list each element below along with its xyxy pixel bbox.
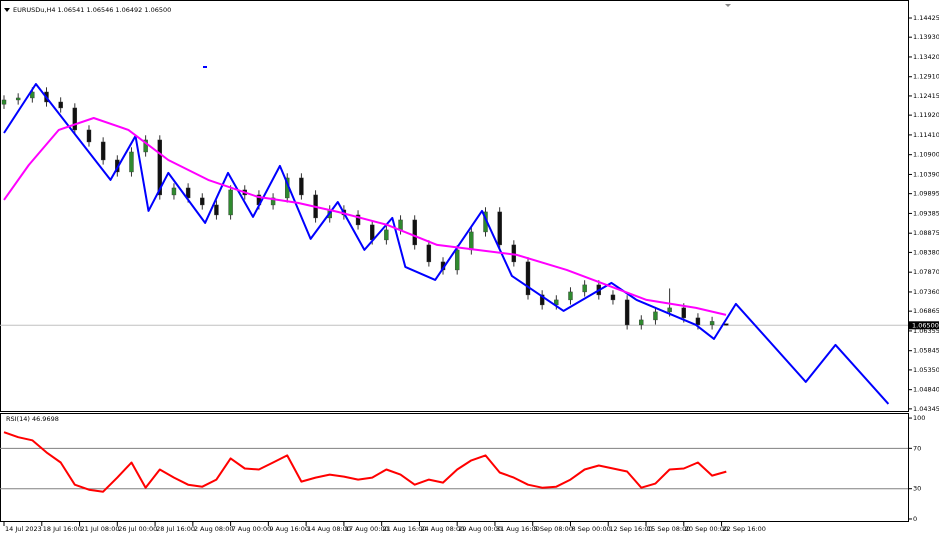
candle-body <box>610 294 616 301</box>
y-tick-label: 1.06865 <box>913 307 939 315</box>
y-tick-label: 0 <box>913 515 917 523</box>
candle-body <box>200 197 205 206</box>
candle-body <box>667 307 672 313</box>
y-tick-label: 70 <box>913 444 921 452</box>
y-tick-label: 1.12910 <box>913 73 939 81</box>
candle-body <box>568 291 573 301</box>
candle-body <box>412 219 417 246</box>
y-tick-label: 1.11920 <box>913 111 939 119</box>
y-tick-label: 1.10390 <box>913 170 939 178</box>
x-tick-label: 9 Aug 16:00 <box>269 525 309 533</box>
x-tick-label: 15 Sep 08:00 <box>647 525 690 533</box>
chart-title: EURUSDu,H4 1.06541 1.06546 1.06492 1.065… <box>13 6 171 14</box>
y-tick-label: 1.08875 <box>913 229 939 237</box>
current-price-box <box>909 321 939 330</box>
candle-body <box>681 307 686 319</box>
moving-average <box>3 117 727 316</box>
x-tick-label: 22 Sep 16:00 <box>723 525 766 533</box>
candle-body <box>15 97 21 101</box>
x-tick-label: 28 Jul 16:00 <box>156 525 195 533</box>
rsi-line <box>3 431 727 493</box>
candle-body <box>525 261 531 296</box>
candle-body <box>355 214 361 226</box>
candle-body <box>653 311 658 321</box>
current-price-label: 1.06500 <box>912 321 939 329</box>
x-tick-label: 8 Sep 00:00 <box>571 525 610 533</box>
y-tick-label: 1.04840 <box>913 386 939 394</box>
x-tick-label: 7 Aug 00:00 <box>232 525 272 533</box>
candle-body <box>724 323 729 326</box>
candle-body <box>299 177 304 196</box>
y-tick-label: 1.12415 <box>913 92 939 100</box>
candle-body <box>100 141 106 161</box>
y-tick-label: 1.13930 <box>913 33 939 41</box>
candle-body <box>270 197 276 206</box>
candle-body <box>185 187 191 199</box>
candle-body <box>171 187 177 196</box>
x-tick-label: 29 Aug 00:00 <box>458 525 502 533</box>
candle-body <box>709 321 715 326</box>
candle-body <box>582 284 587 293</box>
y-tick-label: 1.14425 <box>913 14 939 22</box>
candle-body <box>398 219 403 231</box>
candle-body <box>214 204 219 216</box>
y-tick-label: 30 <box>913 485 921 493</box>
y-tick-label: 1.09385 <box>913 209 939 217</box>
x-tick-label: 5 Sep 08:00 <box>534 525 573 533</box>
candle-body <box>143 139 148 153</box>
candle-body <box>129 151 134 173</box>
y-tick-label: 1.07870 <box>913 268 939 276</box>
candle-body <box>454 249 460 271</box>
y-tick-label: 1.13420 <box>913 53 939 61</box>
candle-body <box>384 229 389 241</box>
x-tick-label: 20 Sep 00:00 <box>685 525 728 533</box>
candle-body <box>86 129 92 143</box>
candle-body <box>426 244 432 263</box>
y-tick-label: 100 <box>913 414 925 422</box>
x-tick-label: 12 Sep 16:00 <box>609 525 652 533</box>
x-tick-label: 14 Jul 2023 <box>5 525 42 533</box>
candle-body <box>30 91 35 99</box>
rsi-panel <box>0 413 909 522</box>
x-tick-label: 31 Aug 16:00 <box>496 525 540 533</box>
y-tick-label: 1.10900 <box>913 151 939 159</box>
x-tick-label: 14 Aug 08:00 <box>307 525 351 533</box>
price-panel <box>0 0 909 412</box>
candle-body <box>72 107 78 131</box>
candle-body <box>469 231 474 251</box>
candle-body <box>695 317 701 326</box>
x-tick-label: 24 Aug 08:00 <box>420 525 464 533</box>
y-tick-label: 1.04345 <box>913 405 939 413</box>
y-tick-label: 1.07360 <box>913 288 939 296</box>
x-tick-label: 21 Aug 16:00 <box>383 525 427 533</box>
y-tick-label: 1.09895 <box>913 190 939 198</box>
x-tick-label: 18 Jul 16:00 <box>43 525 82 533</box>
x-tick-label: 26 Jul 00:00 <box>118 525 157 533</box>
y-tick-label: 1.08380 <box>913 248 939 256</box>
candle-body <box>639 319 644 326</box>
candle-body <box>370 224 375 241</box>
rsi-title: RSI(14) 46.9698 <box>6 415 59 423</box>
y-tick-label: 1.05350 <box>913 366 939 374</box>
candle-body <box>624 299 630 326</box>
candle-body <box>228 189 233 216</box>
y-tick-label: 1.05845 <box>913 347 939 355</box>
zigzag-line <box>3 83 890 405</box>
shift-marker <box>725 4 731 7</box>
candle-body <box>497 211 502 246</box>
title-arrow <box>4 8 10 12</box>
candle-body <box>1 99 7 105</box>
y-tick-label: 1.11410 <box>913 131 939 139</box>
y-tick-label: 1.06355 <box>913 327 939 335</box>
candle-body <box>157 139 162 196</box>
x-tick-label: 2 Aug 08:00 <box>194 525 234 533</box>
x-tick-label: 21 Jul 08:00 <box>81 525 120 533</box>
candle-body <box>58 101 63 109</box>
x-tick-label: 17 Aug 00:00 <box>345 525 389 533</box>
candle-body <box>539 294 545 306</box>
